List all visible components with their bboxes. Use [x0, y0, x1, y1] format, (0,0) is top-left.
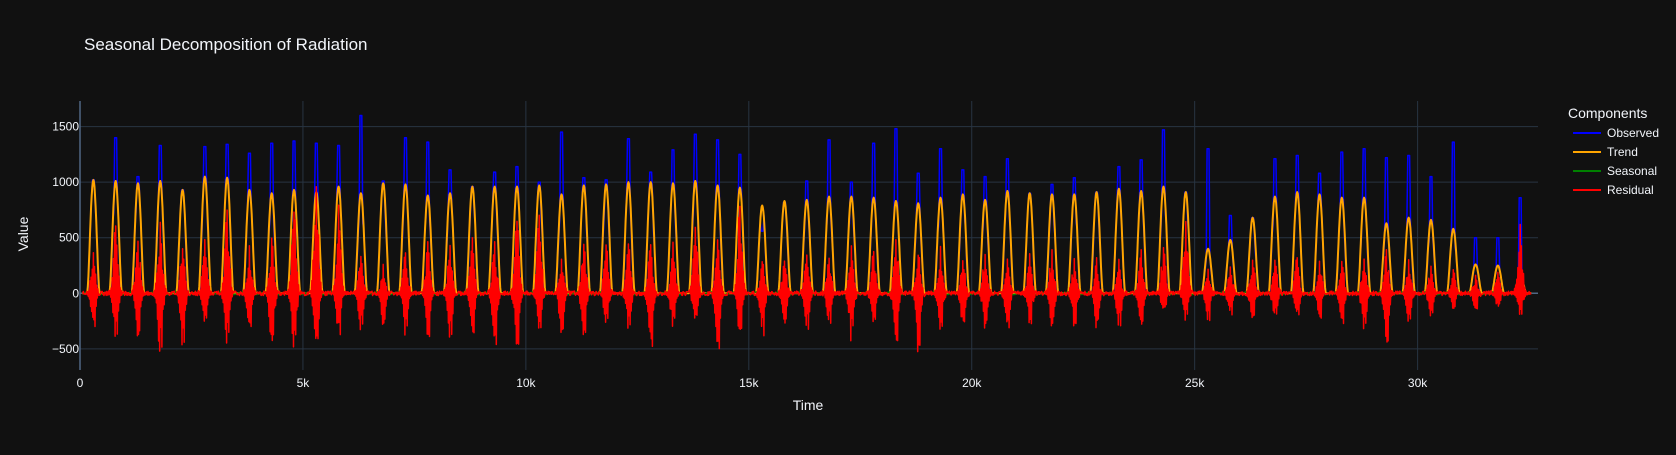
x-tick-label: 20k	[962, 376, 982, 390]
x-tick-label: 15k	[739, 376, 759, 390]
y-tick-label: 1500	[52, 120, 79, 134]
plot-layer	[81, 114, 1532, 353]
x-tick-label: 25k	[1185, 376, 1205, 390]
axis-layer: 0 5k 10k 15k 20k 25k 30k −500 0 500 1000 1500	[52, 120, 1428, 390]
x-tick-label: 10k	[516, 376, 536, 390]
y-tick-label: 1000	[52, 175, 79, 189]
legend-items: Observed Trend Seasonal Residual	[1573, 126, 1659, 197]
legend: Components Observed Trend Seasonal Residual	[1568, 105, 1659, 197]
legend-label: Trend	[1607, 145, 1638, 159]
legend-label: Residual	[1607, 183, 1654, 197]
series-group	[81, 114, 1532, 353]
y-axis-title: Value	[15, 216, 31, 251]
legend-title: Components	[1568, 105, 1647, 121]
x-tick-label: 5k	[297, 376, 311, 390]
x-axis-title: Time	[793, 397, 824, 413]
x-tick-label: 30k	[1408, 376, 1428, 390]
chart-title: Seasonal Decomposition of Radiation	[84, 35, 368, 54]
legend-label: Seasonal	[1607, 164, 1657, 178]
legend-label: Observed	[1607, 126, 1659, 140]
series-residual-line	[81, 186, 1532, 353]
y-tick-label: 0	[72, 286, 79, 300]
y-tick-label: 500	[59, 231, 79, 245]
x-tick-label: 0	[77, 376, 84, 390]
y-tick-label: −500	[52, 342, 79, 356]
